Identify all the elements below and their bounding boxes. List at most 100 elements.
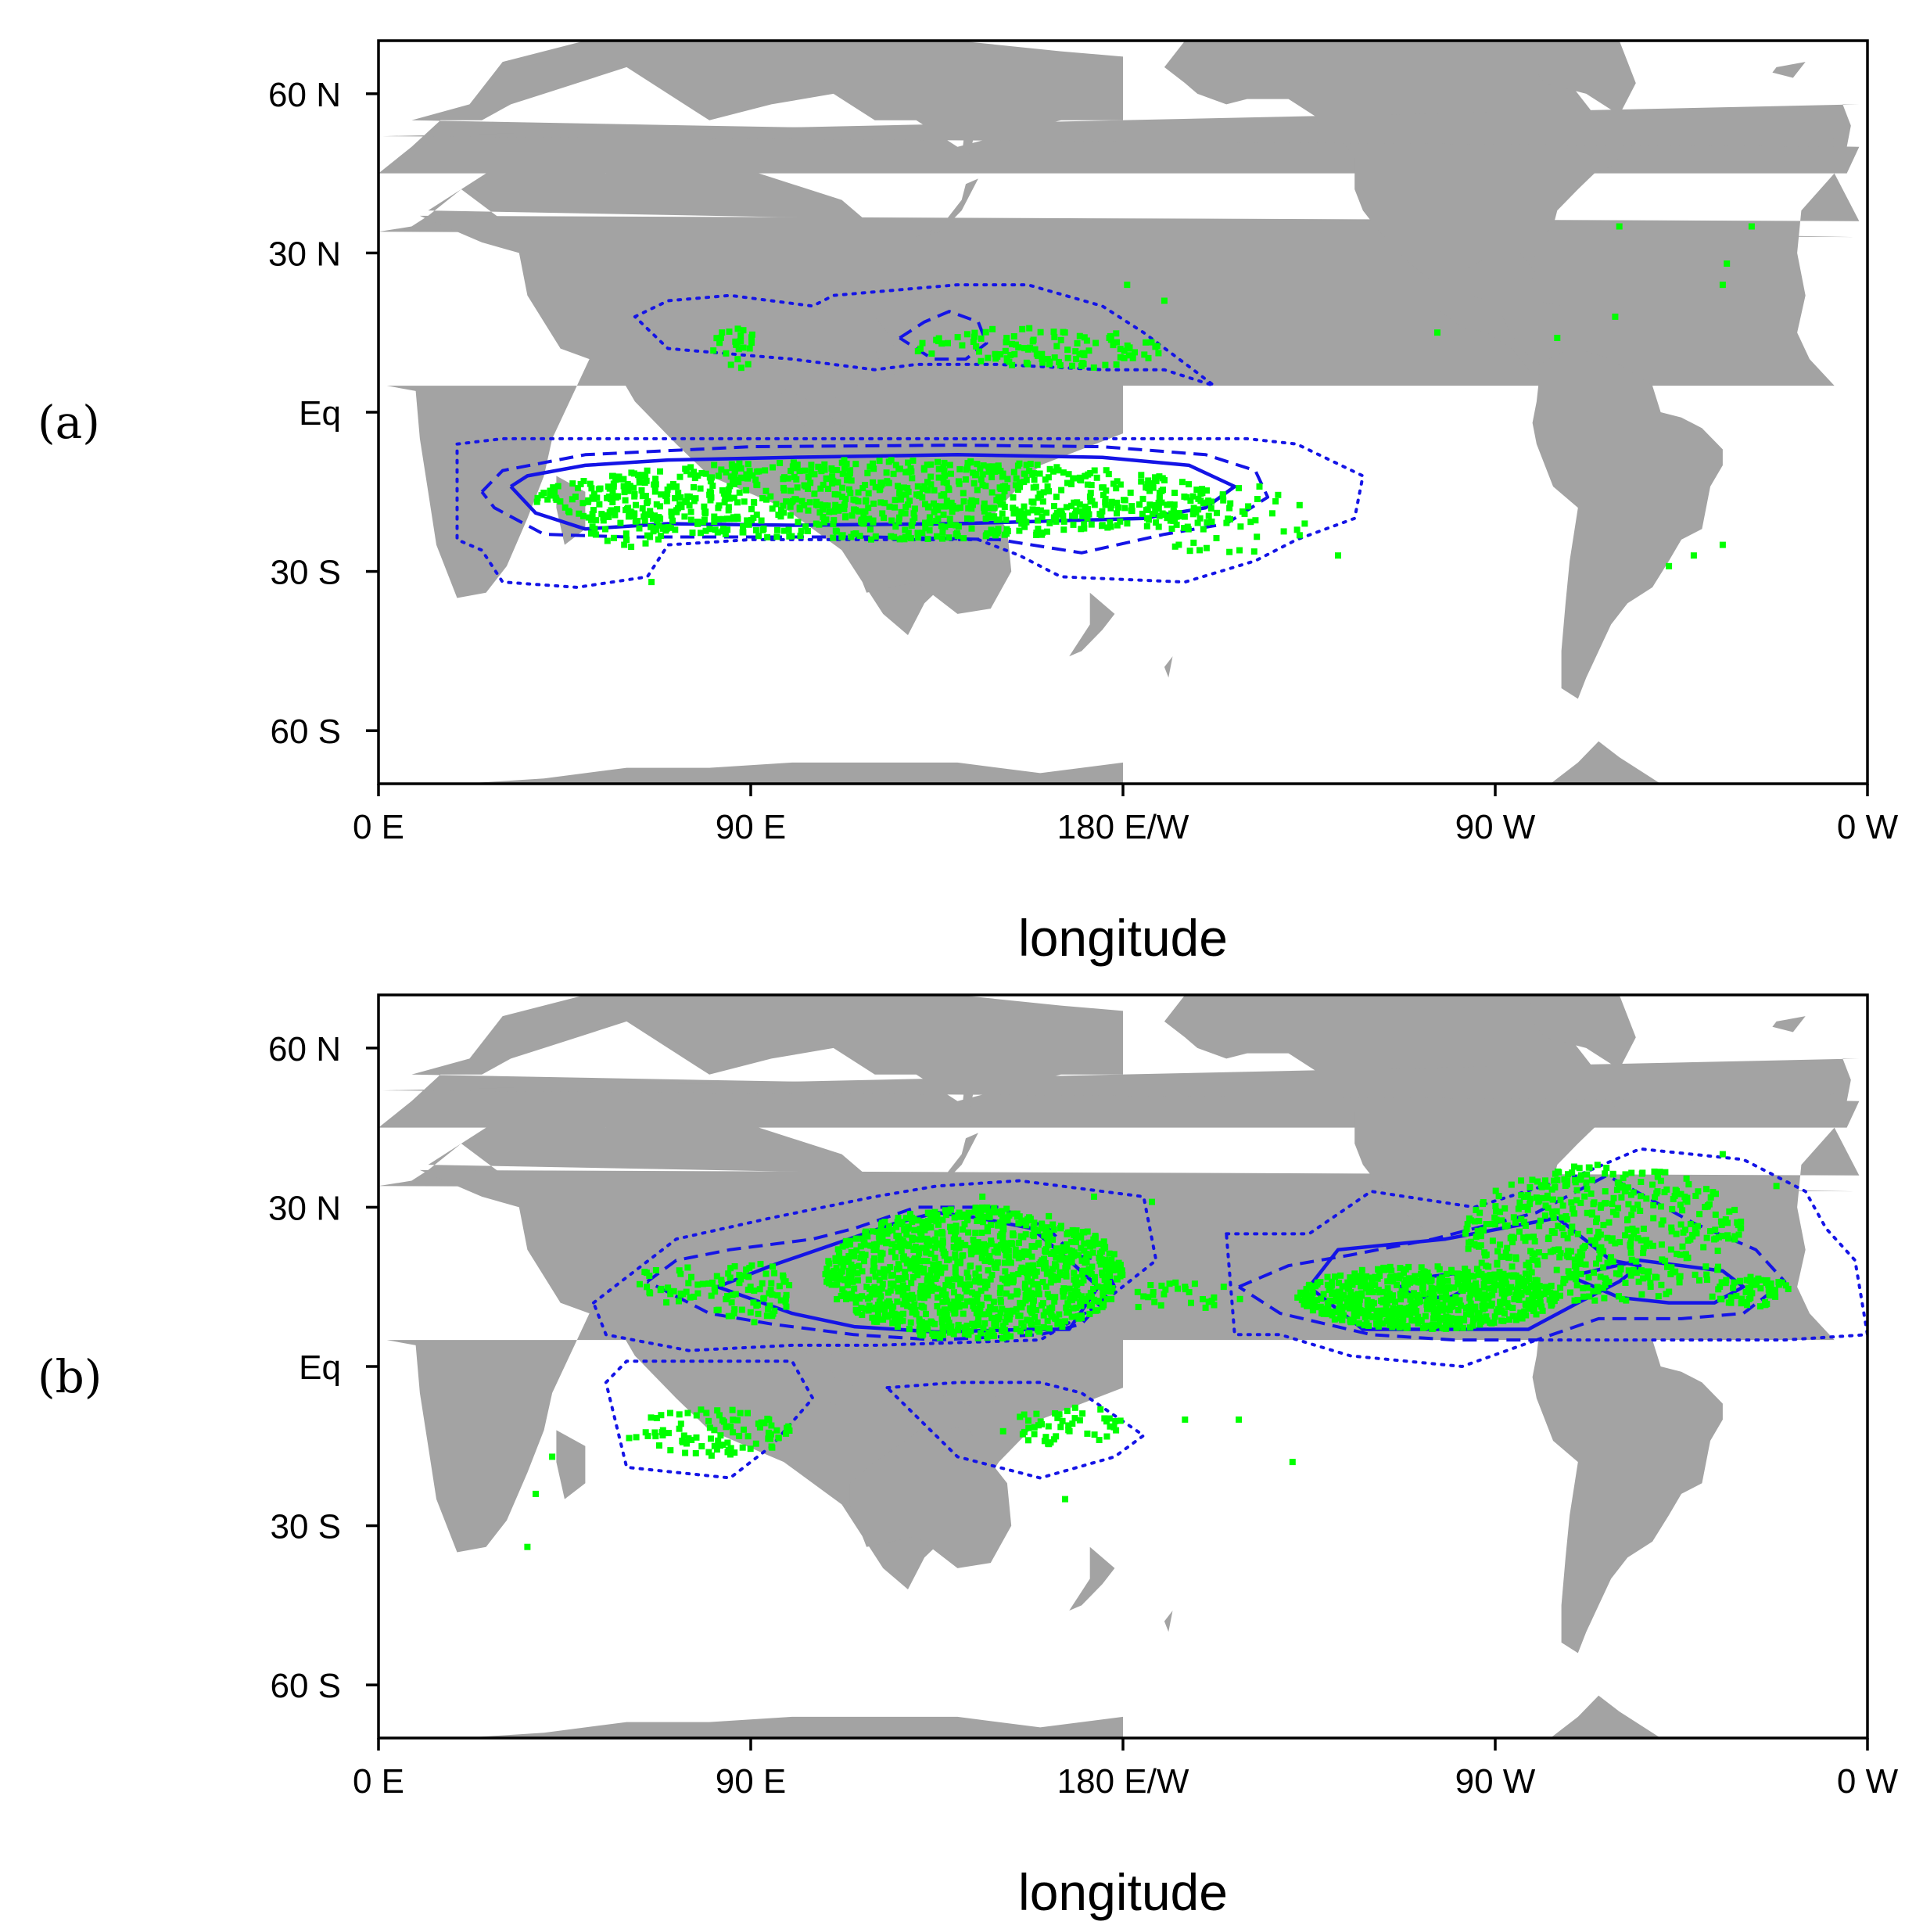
genesis-point xyxy=(1622,1232,1629,1239)
genesis-point xyxy=(1707,1194,1714,1201)
genesis-point xyxy=(1763,1277,1771,1284)
genesis-point xyxy=(1025,1262,1032,1269)
genesis-point xyxy=(746,345,753,352)
genesis-point xyxy=(1100,484,1107,491)
genesis-point xyxy=(716,339,723,347)
genesis-point xyxy=(1347,1319,1354,1326)
genesis-point xyxy=(1031,1313,1038,1320)
genesis-point xyxy=(876,487,883,494)
genesis-point xyxy=(1114,499,1121,506)
genesis-point xyxy=(1506,1253,1513,1260)
genesis-point xyxy=(758,1419,765,1426)
genesis-point xyxy=(1442,1305,1449,1312)
genesis-point xyxy=(1737,1278,1744,1285)
genesis-point xyxy=(1050,329,1057,336)
genesis-point xyxy=(970,339,977,345)
genesis-point xyxy=(1019,325,1026,332)
genesis-point xyxy=(637,1280,643,1287)
genesis-point xyxy=(1397,1318,1404,1325)
genesis-point xyxy=(874,1228,881,1235)
genesis-point xyxy=(1597,1273,1604,1280)
x-tick-label: 180 E/W xyxy=(1057,808,1189,846)
genesis-point xyxy=(1573,1282,1580,1289)
genesis-point xyxy=(911,505,918,512)
genesis-point xyxy=(666,1430,672,1437)
genesis-point xyxy=(1014,1213,1021,1220)
genesis-point xyxy=(885,1289,892,1296)
genesis-point xyxy=(1478,1259,1485,1266)
genesis-point xyxy=(727,1423,734,1430)
genesis-point xyxy=(735,479,742,486)
genesis-point xyxy=(938,1291,945,1298)
genesis-point xyxy=(1089,1242,1096,1249)
land-mass xyxy=(1640,0,1793,41)
genesis-point xyxy=(1640,1275,1646,1282)
genesis-point xyxy=(676,1298,682,1305)
genesis-point xyxy=(1303,1291,1310,1298)
genesis-point xyxy=(841,501,848,508)
genesis-point xyxy=(1534,1277,1541,1284)
genesis-point xyxy=(569,496,576,503)
genesis-point xyxy=(1643,1237,1650,1244)
genesis-point xyxy=(1172,1279,1179,1286)
genesis-point xyxy=(986,1214,993,1221)
genesis-point xyxy=(1355,1277,1362,1284)
genesis-point xyxy=(1326,1287,1333,1293)
genesis-point xyxy=(920,1269,927,1276)
genesis-point xyxy=(955,478,962,485)
genesis-point xyxy=(723,469,730,476)
genesis-point xyxy=(795,519,802,526)
genesis-point xyxy=(831,1267,838,1274)
genesis-point xyxy=(988,1208,995,1216)
genesis-point xyxy=(780,502,787,509)
genesis-point xyxy=(956,1244,963,1251)
genesis-point xyxy=(1497,1208,1504,1216)
genesis-point xyxy=(787,503,794,510)
genesis-point xyxy=(988,514,995,521)
genesis-point xyxy=(1029,506,1036,513)
genesis-point xyxy=(1515,1274,1522,1281)
genesis-point xyxy=(976,348,982,355)
genesis-point xyxy=(1168,525,1175,532)
genesis-point xyxy=(685,1280,692,1287)
genesis-point xyxy=(1500,1317,1507,1324)
genesis-point xyxy=(1344,1279,1351,1286)
genesis-point xyxy=(1157,1302,1164,1309)
genesis-point xyxy=(789,463,796,470)
genesis-point xyxy=(1107,1423,1114,1430)
genesis-point xyxy=(1584,1284,1591,1291)
genesis-point xyxy=(1136,501,1143,508)
genesis-point xyxy=(1393,1317,1400,1324)
genesis-point xyxy=(725,491,732,498)
genesis-point xyxy=(1588,1237,1595,1244)
genesis-point xyxy=(988,1241,995,1248)
genesis-point xyxy=(1412,1316,1419,1323)
genesis-point xyxy=(653,1415,660,1421)
genesis-point xyxy=(1501,1300,1508,1306)
genesis-point xyxy=(986,1329,993,1336)
genesis-point xyxy=(839,484,846,491)
genesis-point xyxy=(1594,1215,1601,1222)
genesis-point xyxy=(997,486,1004,492)
genesis-point xyxy=(1529,1297,1536,1304)
genesis-point xyxy=(946,461,953,469)
genesis-point xyxy=(677,1420,684,1427)
genesis-point xyxy=(1079,1410,1086,1417)
genesis-point xyxy=(744,517,751,524)
genesis-point xyxy=(1682,1226,1688,1234)
genesis-point xyxy=(842,1242,849,1249)
genesis-point xyxy=(951,1310,958,1317)
genesis-point xyxy=(1551,1298,1558,1305)
genesis-point xyxy=(917,1323,924,1330)
genesis-point xyxy=(952,1251,959,1258)
genesis-point xyxy=(745,521,752,528)
genesis-point xyxy=(1574,1230,1581,1237)
genesis-point xyxy=(579,500,587,507)
land-mass xyxy=(386,1127,1860,1553)
genesis-point xyxy=(1015,1313,1022,1320)
genesis-point xyxy=(1390,1305,1397,1313)
genesis-point xyxy=(762,1270,770,1277)
genesis-point xyxy=(830,521,837,528)
genesis-point xyxy=(1155,350,1162,357)
genesis-point xyxy=(1186,1289,1193,1295)
